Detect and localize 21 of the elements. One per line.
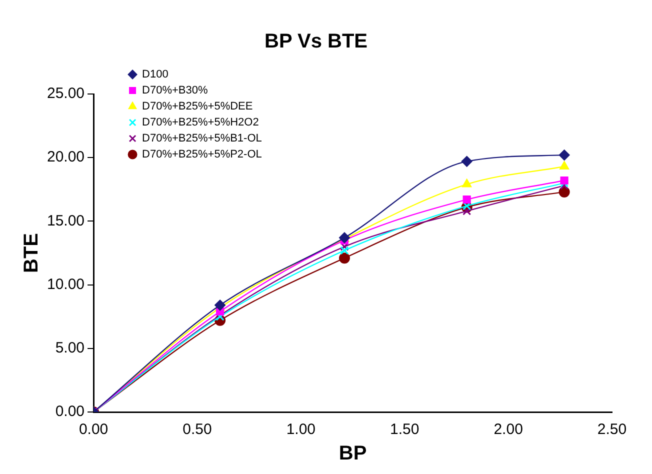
legend-label: D70%+B30% [142,84,208,97]
y-tick-label: 5.00 [55,340,85,357]
y-tick-label: 20.00 [46,148,85,166]
x-tick-label: 2.50 [597,421,627,438]
chart-title: BP Vs BTE [264,30,368,53]
legend-label: D70%+B25%+5%P2-OL [142,148,262,161]
y-axis-title: BTE [20,233,43,273]
y-tick-label: 25.00 [46,85,85,102]
x-tick-label: 0.00 [78,421,108,438]
x-tick-label: 1.50 [390,421,420,438]
legend-label: D100 [142,68,168,81]
y-tick-label: 0.00 [55,403,85,420]
legend-label: D70%+B25%+5%B1-OL [142,132,262,145]
legend-label: D70%+B25%+5%H2O2 [142,116,259,129]
legend-label: D70%+B25%+5%DEE [142,100,253,113]
x-tick-label: 0.50 [182,421,212,438]
y-tick-label: 10.00 [46,276,85,293]
x-tick-label: 1.00 [286,421,316,438]
x-tick-label: 2.00 [494,421,523,438]
y-tick-label: 15.00 [46,212,85,230]
x-axis-title: BP [338,442,367,465]
